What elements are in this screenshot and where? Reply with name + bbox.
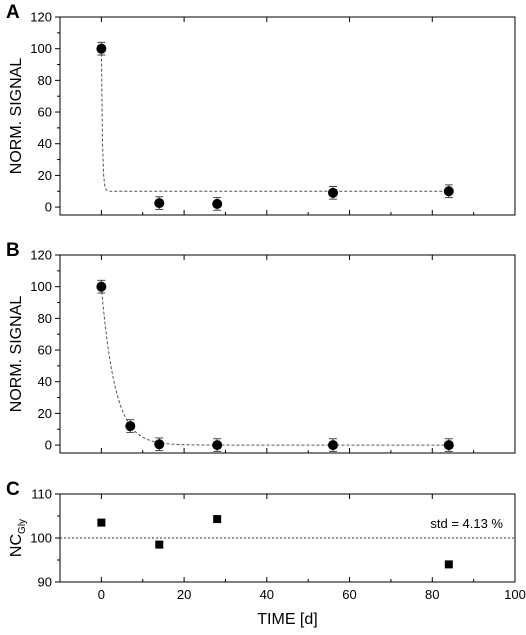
data-point	[328, 187, 338, 198]
panel-a: A 0 20 40 60 80 100 120 NORM. SIGNAL	[6, 2, 516, 216]
y-tick-label: 60	[38, 343, 52, 358]
y-tick-label: 110	[31, 487, 52, 502]
data-point	[212, 198, 223, 209]
y-axis-label: NORM. SIGNAL	[8, 58, 25, 175]
y-tick-label: 20	[38, 168, 52, 183]
y-tick-label: 0	[45, 438, 52, 453]
y-tick-label: 40	[38, 136, 52, 151]
y-tick-label: 100	[30, 531, 52, 546]
y-tick-label: 0	[45, 200, 52, 215]
y-tick-label: 100	[30, 279, 52, 294]
x-tick-label: 80	[425, 587, 439, 602]
y-tick-label: 40	[38, 374, 52, 389]
y-axis-label-subscript: Gly	[17, 519, 28, 534]
panel-label: C	[6, 479, 20, 500]
x-tick-label: 20	[177, 587, 191, 602]
fit-curve	[100, 48, 449, 192]
y-tick-label: 120	[30, 248, 52, 263]
data-point	[213, 515, 222, 524]
fit-curve	[100, 286, 449, 446]
y-tick-label: 100	[30, 41, 52, 56]
data-point	[328, 440, 338, 451]
panel-b: B 0 20 40 60 80 100 120 NORM. SIGNAL	[6, 240, 516, 454]
data-point	[97, 518, 106, 527]
y-axis-label: NCGly	[8, 519, 28, 557]
data-point	[444, 560, 453, 569]
panel-label: B	[6, 240, 20, 261]
data-point	[443, 440, 454, 451]
y-tick-label: 20	[38, 406, 52, 421]
plot-frame	[59, 254, 516, 454]
panel-label: A	[6, 2, 20, 23]
y-axis-label: NORM. SIGNAL	[8, 296, 25, 413]
x-axis-label: TIME [d]	[257, 611, 317, 628]
x-tick-label: 0	[98, 587, 105, 602]
data-point	[212, 440, 223, 451]
plot-frame	[59, 16, 516, 216]
data-point	[155, 540, 164, 549]
panel-c: C 0 20 40 60 80 100 90 100 110 NCGly TIME [d] std = …	[6, 479, 526, 628]
y-tick-label: 120	[30, 10, 52, 25]
x-tick-label: 60	[342, 587, 356, 602]
data-point	[154, 439, 165, 450]
std-annotation: std = 4.13 %	[430, 516, 503, 531]
data-point	[96, 281, 107, 292]
y-tick-label: 60	[38, 105, 52, 120]
data-point	[96, 43, 107, 54]
data-point	[154, 198, 165, 209]
x-tick-label: 40	[260, 587, 274, 602]
data-point	[125, 421, 136, 432]
y-tick-label: 80	[38, 73, 52, 88]
y-tick-label: 90	[38, 575, 52, 590]
y-axis-label-main: NC	[8, 534, 25, 557]
data-point	[443, 186, 454, 197]
y-tick-label: 80	[38, 311, 52, 326]
x-tick-label: 100	[504, 587, 526, 602]
